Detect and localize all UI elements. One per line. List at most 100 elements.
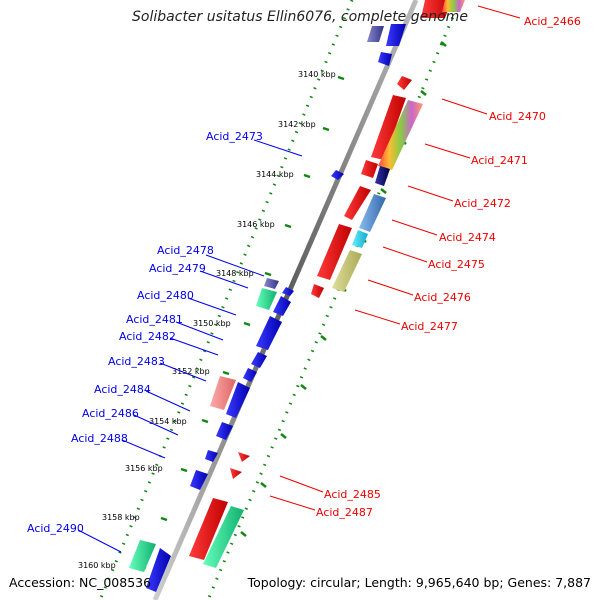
gene-feature[interactable]	[256, 288, 277, 310]
gene-feature[interactable]	[367, 26, 384, 42]
callout-line	[354, 309, 401, 325]
scale-tick	[280, 433, 287, 439]
gene-label[interactable]: Acid_2481	[126, 313, 183, 326]
gene-label[interactable]: Acid_2477	[401, 320, 458, 333]
scale-tick	[180, 467, 188, 473]
callout-line	[199, 270, 249, 289]
gene-feature[interactable]	[378, 100, 423, 170]
gene-label[interactable]: Acid_2474	[439, 231, 496, 244]
gene-label[interactable]: Acid_2475	[428, 258, 485, 271]
gene-feature[interactable]	[331, 170, 344, 180]
gene-feature[interactable]	[442, 0, 465, 12]
scale-tick	[201, 418, 209, 424]
callout-line	[169, 337, 219, 356]
gene-feature[interactable]	[230, 468, 242, 479]
gene-feature[interactable]	[189, 498, 228, 560]
gene-feature[interactable]	[359, 194, 386, 232]
scale-label: 3154 kbp	[149, 417, 187, 426]
gene-feature[interactable]	[251, 352, 267, 368]
scale-tick	[264, 271, 272, 277]
map-title: Solibacter usitatus Ellin6076, complete …	[132, 9, 468, 25]
scale-label: 3158 kbp	[102, 513, 140, 522]
scale-label: 3156 kbp	[125, 464, 163, 473]
genome-summary-text: Topology: circular; Length: 9,965,640 bp…	[247, 575, 591, 590]
scale-tick	[303, 173, 311, 179]
gene-feature[interactable]	[317, 224, 352, 280]
gene-feature[interactable]	[397, 76, 412, 90]
gene-feature[interactable]	[378, 52, 392, 66]
gene-feature[interactable]	[243, 368, 257, 382]
gene-feature[interactable]	[203, 506, 244, 568]
scale-tick	[380, 188, 387, 194]
callout-line	[382, 246, 428, 263]
callout-line	[187, 297, 237, 316]
gene-feature[interactable]	[238, 452, 250, 462]
gene-feature[interactable]	[344, 186, 371, 220]
gene-feature[interactable]	[210, 376, 236, 410]
callout-line	[205, 254, 265, 277]
scale-tick	[300, 384, 307, 390]
scale-label: 3140 kbp	[298, 70, 336, 79]
gene-feature[interactable]	[205, 450, 218, 462]
scale-tick	[320, 335, 327, 341]
gene-feature[interactable]	[146, 548, 171, 592]
gene-label[interactable]: Acid_2488	[71, 432, 128, 445]
gene-label[interactable]: Acid_2484	[94, 383, 151, 396]
gene-feature[interactable]	[226, 382, 250, 418]
scale-label: 3144 kbp	[256, 170, 294, 179]
outer-tick-track	[206, 0, 462, 600]
gene-label[interactable]: Acid_2486	[82, 407, 139, 420]
gene-feature[interactable]	[332, 250, 362, 292]
callout-line	[424, 143, 471, 159]
gene-feature[interactable]	[311, 284, 324, 298]
gene-feature[interactable]	[386, 24, 406, 46]
inner-tick-track	[98, 0, 354, 600]
scale-tick	[420, 90, 427, 96]
scale-tick	[240, 531, 247, 537]
gene-label[interactable]: Acid_2478	[157, 244, 214, 257]
scale-tick	[337, 75, 345, 81]
scale-label: 3150 kbp	[193, 319, 231, 328]
gene-label[interactable]: Acid_2472	[454, 197, 511, 210]
scale-tick	[222, 370, 230, 376]
callout-line	[159, 362, 207, 382]
gene-feature[interactable]	[282, 287, 294, 296]
scale-label: 3142 kbp	[278, 120, 316, 129]
callout-line	[145, 390, 191, 412]
gene-feature[interactable]	[273, 296, 291, 316]
callout-line	[269, 495, 316, 511]
gene-label[interactable]: Acid_2473	[206, 130, 263, 143]
scale-label: 3148 kbp	[216, 269, 254, 278]
gene-feature[interactable]	[375, 166, 390, 186]
gene-feature[interactable]	[129, 540, 156, 572]
callout-line	[441, 98, 488, 115]
gene-feature[interactable]	[264, 278, 279, 289]
gene-label[interactable]: Acid_2490	[27, 522, 84, 535]
gene-label[interactable]: Acid_2487	[316, 506, 373, 519]
callout-line	[477, 5, 521, 19]
gene-label[interactable]: Acid_2483	[108, 355, 165, 368]
scale-label: 3146 kbp	[237, 220, 275, 229]
scale-label: 3152 kbp	[172, 367, 210, 376]
gene-feature[interactable]	[216, 422, 233, 440]
gene-feature[interactable]	[361, 160, 378, 178]
gene-feature[interactable]	[371, 95, 406, 160]
callout-line	[367, 279, 414, 296]
callout-line	[253, 139, 303, 157]
callout-line	[133, 414, 179, 436]
callout-line	[391, 219, 438, 236]
scale-label: 3160 kbp	[78, 561, 116, 570]
gene-feature[interactable]	[190, 470, 208, 490]
gene-label[interactable]: Acid_2470	[489, 110, 546, 123]
gene-label[interactable]: Acid_2485	[324, 488, 381, 501]
scale-tick	[260, 482, 267, 488]
gene-label[interactable]: Acid_2482	[119, 330, 176, 343]
gene-feature[interactable]	[256, 316, 282, 350]
gene-label[interactable]: Acid_2466	[524, 15, 581, 28]
gene-label[interactable]: Acid_2479	[149, 262, 206, 275]
gene-feature[interactable]	[352, 230, 368, 248]
gene-label[interactable]: Acid_2480	[137, 289, 194, 302]
callout-line	[407, 185, 454, 202]
gene-label[interactable]: Acid_2476	[414, 291, 471, 304]
gene-label[interactable]: Acid_2471	[471, 154, 528, 167]
